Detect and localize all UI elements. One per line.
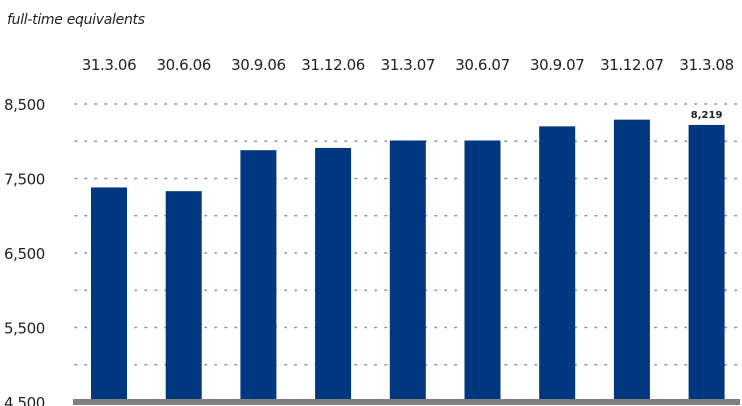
bar-31-3-07 — [389, 140, 426, 402]
x-tick-label: 30.9.07 — [530, 56, 584, 74]
x-tick-label: 31.12.06 — [301, 56, 365, 74]
x-tick-label: 30.6.06 — [156, 56, 210, 74]
bar-30-6-06 — [165, 191, 202, 402]
x-tick-label: 31.12.07 — [600, 56, 664, 74]
x-tick-label: 31.3.06 — [82, 56, 136, 74]
x-tick-label: 31.3.07 — [381, 56, 435, 74]
bar-30-9-06 — [240, 150, 277, 402]
bar-31-12-06 — [315, 147, 352, 402]
bars — [91, 119, 725, 403]
bar-30-6-07 — [464, 140, 501, 402]
bar-31-12-07 — [613, 119, 650, 403]
y-axis-tick-labels: 4,500 5,500 6,500 7,500 8,500 — [4, 96, 45, 406]
x-tick-label: 31.3.08 — [679, 56, 733, 74]
baseline — [73, 399, 740, 405]
x-tick-label: 30.6.07 — [455, 56, 509, 74]
y-tick-label: 7,500 — [4, 171, 45, 189]
y-tick-label: 8,500 — [4, 96, 45, 114]
x-tick-label: 30.9.06 — [231, 56, 285, 74]
y-tick-label: 6,500 — [4, 245, 45, 263]
y-tick-label: 4,500 — [4, 394, 45, 406]
bar-31-3-06 — [91, 187, 127, 402]
unit-label: full-time equivalents — [7, 12, 145, 28]
y-tick-label: 5,500 — [4, 320, 45, 338]
data-labels: 8,219 — [691, 110, 723, 121]
x-axis-tick-labels: 31.3.06 30.6.06 30.9.06 31.12.06 31.3.07 30.6… — [82, 56, 734, 74]
data-label: 8,219 — [691, 110, 723, 121]
x-axis-baseline — [73, 399, 740, 405]
bar-31-3-08 — [688, 124, 725, 402]
bar-30-9-07 — [539, 126, 576, 402]
